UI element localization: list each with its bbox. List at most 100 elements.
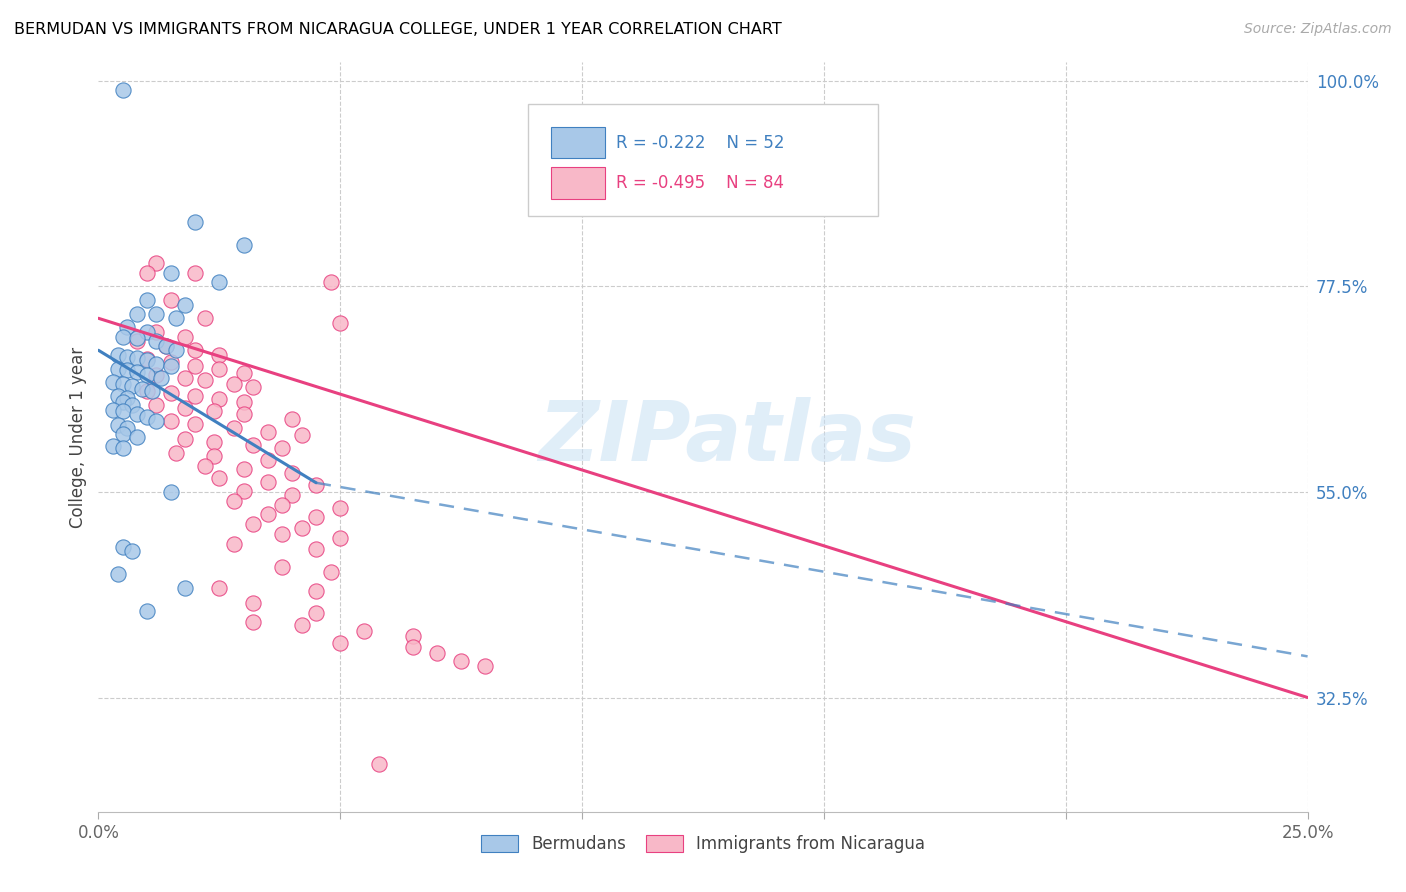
Point	[222, 494, 245, 508]
Text: R = -0.495    N = 84: R = -0.495 N = 84	[616, 174, 785, 192]
Point	[184, 359, 207, 373]
Point	[184, 343, 207, 358]
Point	[145, 398, 167, 412]
Point	[242, 615, 264, 629]
Point	[160, 293, 183, 307]
FancyBboxPatch shape	[551, 127, 605, 159]
Point	[107, 361, 129, 376]
Point	[194, 311, 217, 326]
Point	[107, 348, 129, 362]
Point	[127, 407, 149, 421]
Point	[204, 434, 226, 449]
Point	[145, 368, 167, 382]
Point	[127, 351, 149, 366]
Point	[184, 389, 207, 403]
Point	[111, 377, 134, 392]
Point	[127, 365, 149, 379]
Point	[271, 527, 294, 541]
Point	[329, 501, 352, 516]
Text: Source: ZipAtlas.com: Source: ZipAtlas.com	[1244, 22, 1392, 37]
Point	[232, 407, 254, 421]
Point	[107, 418, 129, 433]
Point	[127, 334, 149, 348]
Point	[290, 618, 312, 632]
Point	[160, 359, 183, 373]
Point	[160, 484, 183, 499]
Point	[242, 438, 264, 452]
Point	[184, 417, 207, 432]
Point	[111, 83, 134, 97]
Point	[135, 266, 157, 280]
Point	[208, 392, 231, 406]
Point	[127, 307, 149, 321]
Point	[232, 395, 254, 409]
Point	[165, 311, 187, 326]
Point	[121, 544, 143, 558]
Point	[174, 297, 197, 311]
Point	[290, 428, 312, 442]
Point	[208, 581, 231, 595]
FancyBboxPatch shape	[551, 168, 605, 199]
Y-axis label: College, Under 1 year: College, Under 1 year	[69, 346, 87, 528]
Point	[194, 459, 217, 474]
Point	[101, 402, 124, 417]
Point	[107, 567, 129, 582]
Point	[271, 559, 294, 574]
Point	[111, 404, 134, 418]
Point	[305, 541, 328, 556]
Point	[107, 389, 129, 403]
Point	[174, 401, 197, 415]
Point	[111, 540, 134, 554]
Point	[174, 432, 197, 446]
Point	[117, 391, 139, 405]
Point	[101, 376, 124, 390]
Point	[165, 343, 187, 358]
Point	[121, 398, 143, 412]
Point	[145, 256, 167, 270]
Point	[319, 566, 342, 580]
Point	[135, 409, 157, 424]
Point	[135, 293, 157, 307]
Point	[117, 320, 139, 334]
Point	[135, 325, 157, 339]
Point	[135, 384, 157, 399]
Text: ZIPatlas: ZIPatlas	[538, 397, 917, 477]
Point	[281, 466, 304, 480]
Point	[222, 537, 245, 551]
Point	[208, 275, 231, 289]
Point	[242, 380, 264, 394]
Point	[368, 757, 391, 772]
Point	[145, 334, 167, 348]
Point	[111, 395, 134, 409]
Point	[305, 606, 328, 620]
Point	[160, 266, 183, 280]
Text: BERMUDAN VS IMMIGRANTS FROM NICARAGUA COLLEGE, UNDER 1 YEAR CORRELATION CHART: BERMUDAN VS IMMIGRANTS FROM NICARAGUA CO…	[14, 22, 782, 37]
Point	[135, 604, 157, 618]
Point	[174, 581, 197, 595]
Point	[204, 404, 226, 418]
Point	[329, 531, 352, 545]
Point	[208, 471, 231, 485]
Point	[305, 510, 328, 524]
Point	[242, 596, 264, 610]
Point	[271, 498, 294, 512]
Point	[208, 361, 231, 376]
Point	[450, 654, 472, 668]
Point	[160, 355, 183, 369]
Point	[329, 316, 352, 330]
Point	[155, 339, 177, 353]
Point	[160, 414, 183, 428]
Point	[184, 266, 207, 280]
Point	[145, 307, 167, 321]
Point	[165, 445, 187, 459]
Point	[256, 475, 278, 489]
Point	[150, 370, 173, 384]
Point	[426, 646, 449, 660]
Point	[174, 329, 197, 343]
Point	[111, 441, 134, 455]
Point	[232, 366, 254, 380]
Point	[319, 275, 342, 289]
Point	[232, 462, 254, 476]
Point	[402, 629, 425, 643]
Point	[474, 658, 496, 673]
